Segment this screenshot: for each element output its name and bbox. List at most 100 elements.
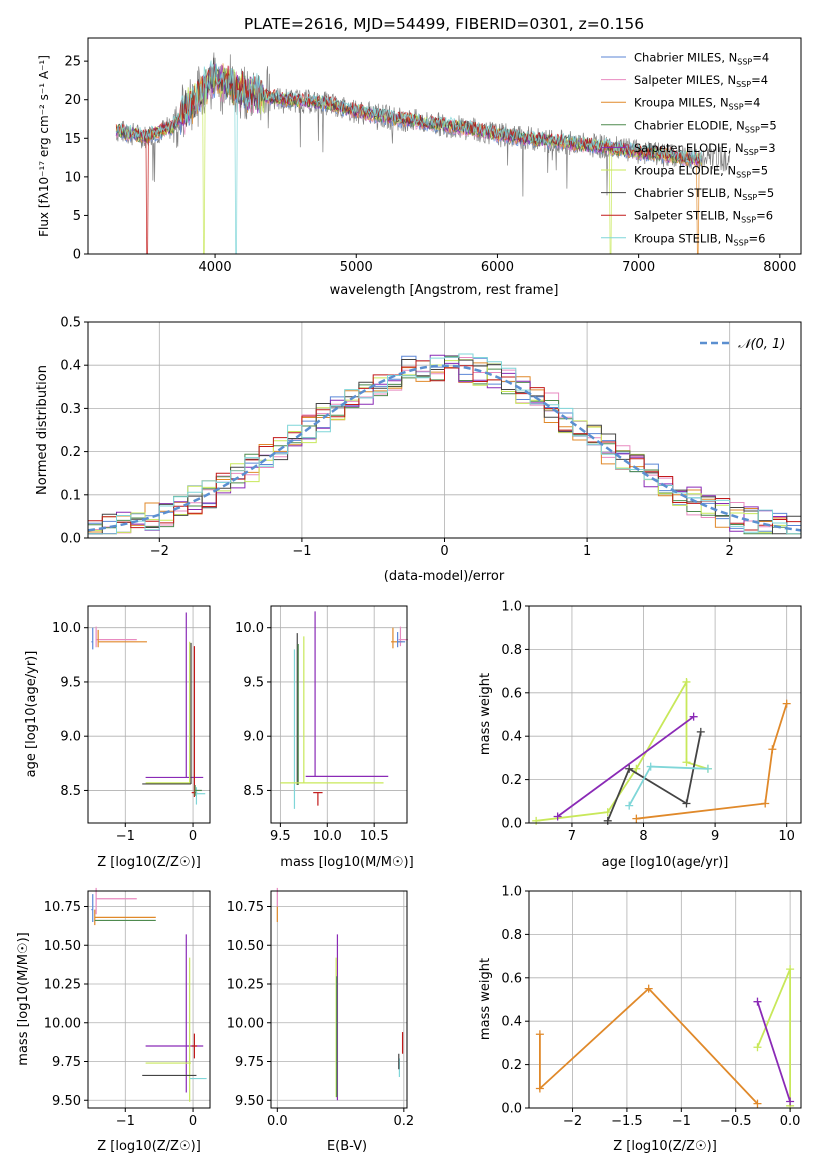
- x-tick-label: −1.5: [611, 1114, 643, 1129]
- y-tick-label: 9.75: [52, 1055, 81, 1070]
- y-tick-label: 5: [73, 209, 81, 224]
- x-tick-label: 1: [583, 544, 591, 559]
- data-point-marker: [682, 758, 691, 767]
- y-tick-label: 25: [64, 55, 81, 70]
- y-tick-label: 10.00: [44, 1016, 81, 1031]
- y-tick-label: 9.0: [60, 730, 81, 745]
- x-tick-label: 6000: [481, 260, 514, 275]
- data-point-marker: [625, 801, 634, 810]
- data-point-marker: [768, 745, 777, 754]
- residuals-legend: 𝒩(0, 1): [700, 337, 785, 352]
- data-point-marker: [603, 816, 612, 825]
- mass-ebv-xlabel: E(B-V): [327, 1139, 367, 1154]
- normal-curve: [87, 364, 802, 532]
- y-tick-label: 0.3: [60, 402, 81, 417]
- y-tick-label: 15: [64, 132, 81, 147]
- spectrum-xlabel: wavelength [Angstrom, rest frame]: [330, 283, 559, 298]
- x-tick-label: −0.5: [720, 1114, 752, 1129]
- x-tick-label: 10.0: [313, 829, 342, 844]
- x-tick-label: 0.0: [780, 1114, 801, 1129]
- y-tick-label: 9.50: [235, 1094, 264, 1109]
- y-tick-label: 10.0: [235, 621, 264, 636]
- mass-ebv-axes-frame: [270, 890, 408, 1109]
- y-tick-label: 0.0: [501, 1102, 522, 1117]
- x-tick-label: 0: [189, 829, 197, 844]
- data-point-marker: [782, 699, 791, 708]
- data-point-marker: [632, 814, 641, 823]
- y-tick-label: 10: [64, 170, 81, 185]
- residual-histograms: [87, 353, 802, 535]
- y-tick-label: 0: [73, 248, 81, 263]
- x-tick-label: −2: [150, 544, 169, 559]
- y-tick-label: 0.2: [501, 1058, 522, 1073]
- data-point-marker: [535, 1084, 544, 1093]
- x-tick-label: 2: [726, 544, 734, 559]
- histogram-kroupa-stelib: [88, 353, 801, 535]
- data-point-marker: [696, 727, 705, 736]
- legend-entry: Chabrier ELODIE, NSSP=5: [634, 118, 777, 134]
- age-vs-z-panel: −1 0 8.5 9.0 9.5 10.0 Z [log10(Z/Z☉)] age [lo…: [24, 605, 211, 870]
- x-tick-label: 4000: [199, 260, 232, 275]
- figure-title: PLATE=2616, MJD=54499, FIBERID=0301, z=0…: [244, 15, 644, 33]
- x-tick-label: 7: [568, 829, 576, 844]
- age-vs-mass-panel: 9.5 10.0 10.5 8.5 9.0 9.5 10.0 mass [log10(M/M…: [235, 605, 414, 870]
- series-line: [756, 1001, 791, 1102]
- series-line: [636, 703, 788, 820]
- y-tick-label: 9.0: [243, 730, 264, 745]
- x-tick-label: −1: [292, 544, 311, 559]
- data-point-marker: [632, 764, 641, 773]
- legend-entry: Salpeter ELODIE, NSSP=3: [634, 141, 776, 157]
- mass-vs-z-panel: −1 0 9.50 9.75 10.00 10.25 10.50 10.75 Z [log10…: [16, 887, 211, 1154]
- x-tick-label: −1: [116, 829, 135, 844]
- y-tick-label: 1.0: [501, 600, 522, 615]
- x-tick-label: 9: [711, 829, 719, 844]
- mass-weight-z-panel: −2 −1.5 −1 −0.5 0.0 0.0 0.2 0.4 0.6 0.8 1.0 Z [log…: [478, 885, 802, 1154]
- legend-entry: Chabrier MILES, NSSP=4: [634, 51, 769, 67]
- age-mass-axes-frame: [270, 605, 408, 824]
- data-point-marker: [682, 799, 691, 808]
- mass-z-ylabel: mass [log10(M/M☉)]: [16, 932, 31, 1065]
- y-tick-label: 1.0: [501, 885, 522, 900]
- y-tick-label: 10.00: [227, 1016, 264, 1031]
- y-tick-label: 10.75: [227, 900, 264, 915]
- y-tick-label: 0.8: [501, 928, 522, 943]
- y-tick-label: 0.8: [501, 643, 522, 658]
- data-point-marker: [532, 816, 541, 825]
- y-tick-label: 0.0: [60, 532, 81, 547]
- mass-z-axes-frame: [87, 890, 211, 1109]
- y-tick-label: 10.50: [227, 939, 264, 954]
- spectrum-ylabel: Flux [fλ10⁻¹⁷ erg cm⁻² s⁻¹ A⁻¹]: [37, 55, 51, 237]
- data-point-marker: [625, 764, 634, 773]
- y-tick-label: 10.50: [44, 939, 81, 954]
- y-tick-label: 0.4: [60, 359, 81, 374]
- mw-z-axes-frame: [528, 890, 802, 1109]
- y-tick-label: 0.2: [60, 445, 81, 460]
- spectrum-panel: 4000 5000 6000 7000 8000 0 5 10 15 20 25 wavelengt…: [37, 37, 802, 298]
- y-tick-label: 9.5: [243, 675, 264, 690]
- y-tick-label: 10.0: [52, 621, 81, 636]
- x-tick-label: 8000: [763, 260, 796, 275]
- legend-entry: Kroupa STELIB, NSSP=6: [634, 231, 765, 247]
- residuals-xlabel: (data-model)/error: [384, 569, 505, 584]
- data-point-marker: [786, 1097, 795, 1106]
- histogram-chabrier-stelib: [88, 356, 801, 535]
- mw-age-ylabel: mass weight: [478, 673, 493, 755]
- x-tick-label: 9.5: [270, 829, 291, 844]
- spectrum-axes-frame: [87, 37, 802, 255]
- mass-weight-age-panel: 7 8 9 10 0.0 0.2 0.4 0.6 0.8 1.0 age [log10(age/y…: [478, 600, 802, 870]
- y-tick-label: 0.0: [501, 817, 522, 832]
- y-tick-label: 0.1: [60, 488, 81, 503]
- normal-legend-label: 𝒩(0, 1): [738, 337, 785, 352]
- y-tick-label: 10.25: [44, 978, 81, 993]
- x-tick-label: 0.2: [393, 1114, 414, 1129]
- series-line: [628, 765, 708, 807]
- data-point-marker: [786, 965, 795, 974]
- y-tick-label: 9.75: [235, 1055, 264, 1070]
- data-point-marker: [761, 799, 770, 808]
- legend-entry: Chabrier STELIB, NSSP=5: [634, 186, 774, 202]
- y-tick-label: 0.2: [501, 773, 522, 788]
- age-mass-xlabel: mass [log10(M/M☉)]: [280, 855, 413, 870]
- x-tick-label: 8: [639, 829, 647, 844]
- y-tick-label: 9.5: [60, 675, 81, 690]
